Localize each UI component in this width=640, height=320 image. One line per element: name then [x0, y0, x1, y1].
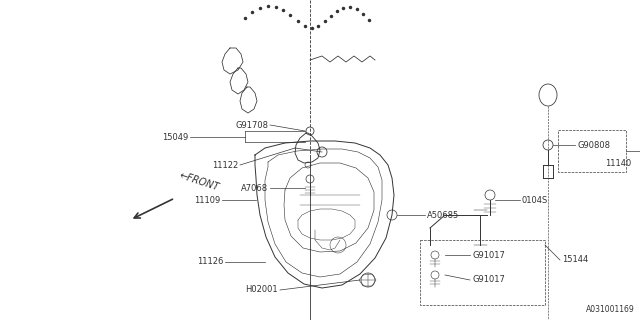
Text: 11140: 11140: [605, 158, 631, 167]
Text: G90808: G90808: [577, 140, 610, 149]
Text: 15144: 15144: [562, 255, 588, 265]
Text: A7068: A7068: [241, 183, 268, 193]
Bar: [558, 130, 626, 172]
Text: A031001169: A031001169: [586, 305, 635, 314]
Text: 0104S: 0104S: [522, 196, 548, 204]
Text: G91708: G91708: [235, 121, 268, 130]
Text: A50685: A50685: [427, 211, 460, 220]
Text: 11122: 11122: [212, 161, 238, 170]
Text: G91017: G91017: [472, 276, 505, 284]
Text: 15049: 15049: [162, 132, 188, 141]
Text: G91017: G91017: [472, 251, 505, 260]
Text: 11109: 11109: [194, 196, 220, 204]
Text: 11126: 11126: [196, 258, 223, 267]
Text: ←FRONT: ←FRONT: [178, 171, 220, 193]
Text: H02001: H02001: [245, 285, 278, 294]
Bar: [420, 240, 545, 305]
